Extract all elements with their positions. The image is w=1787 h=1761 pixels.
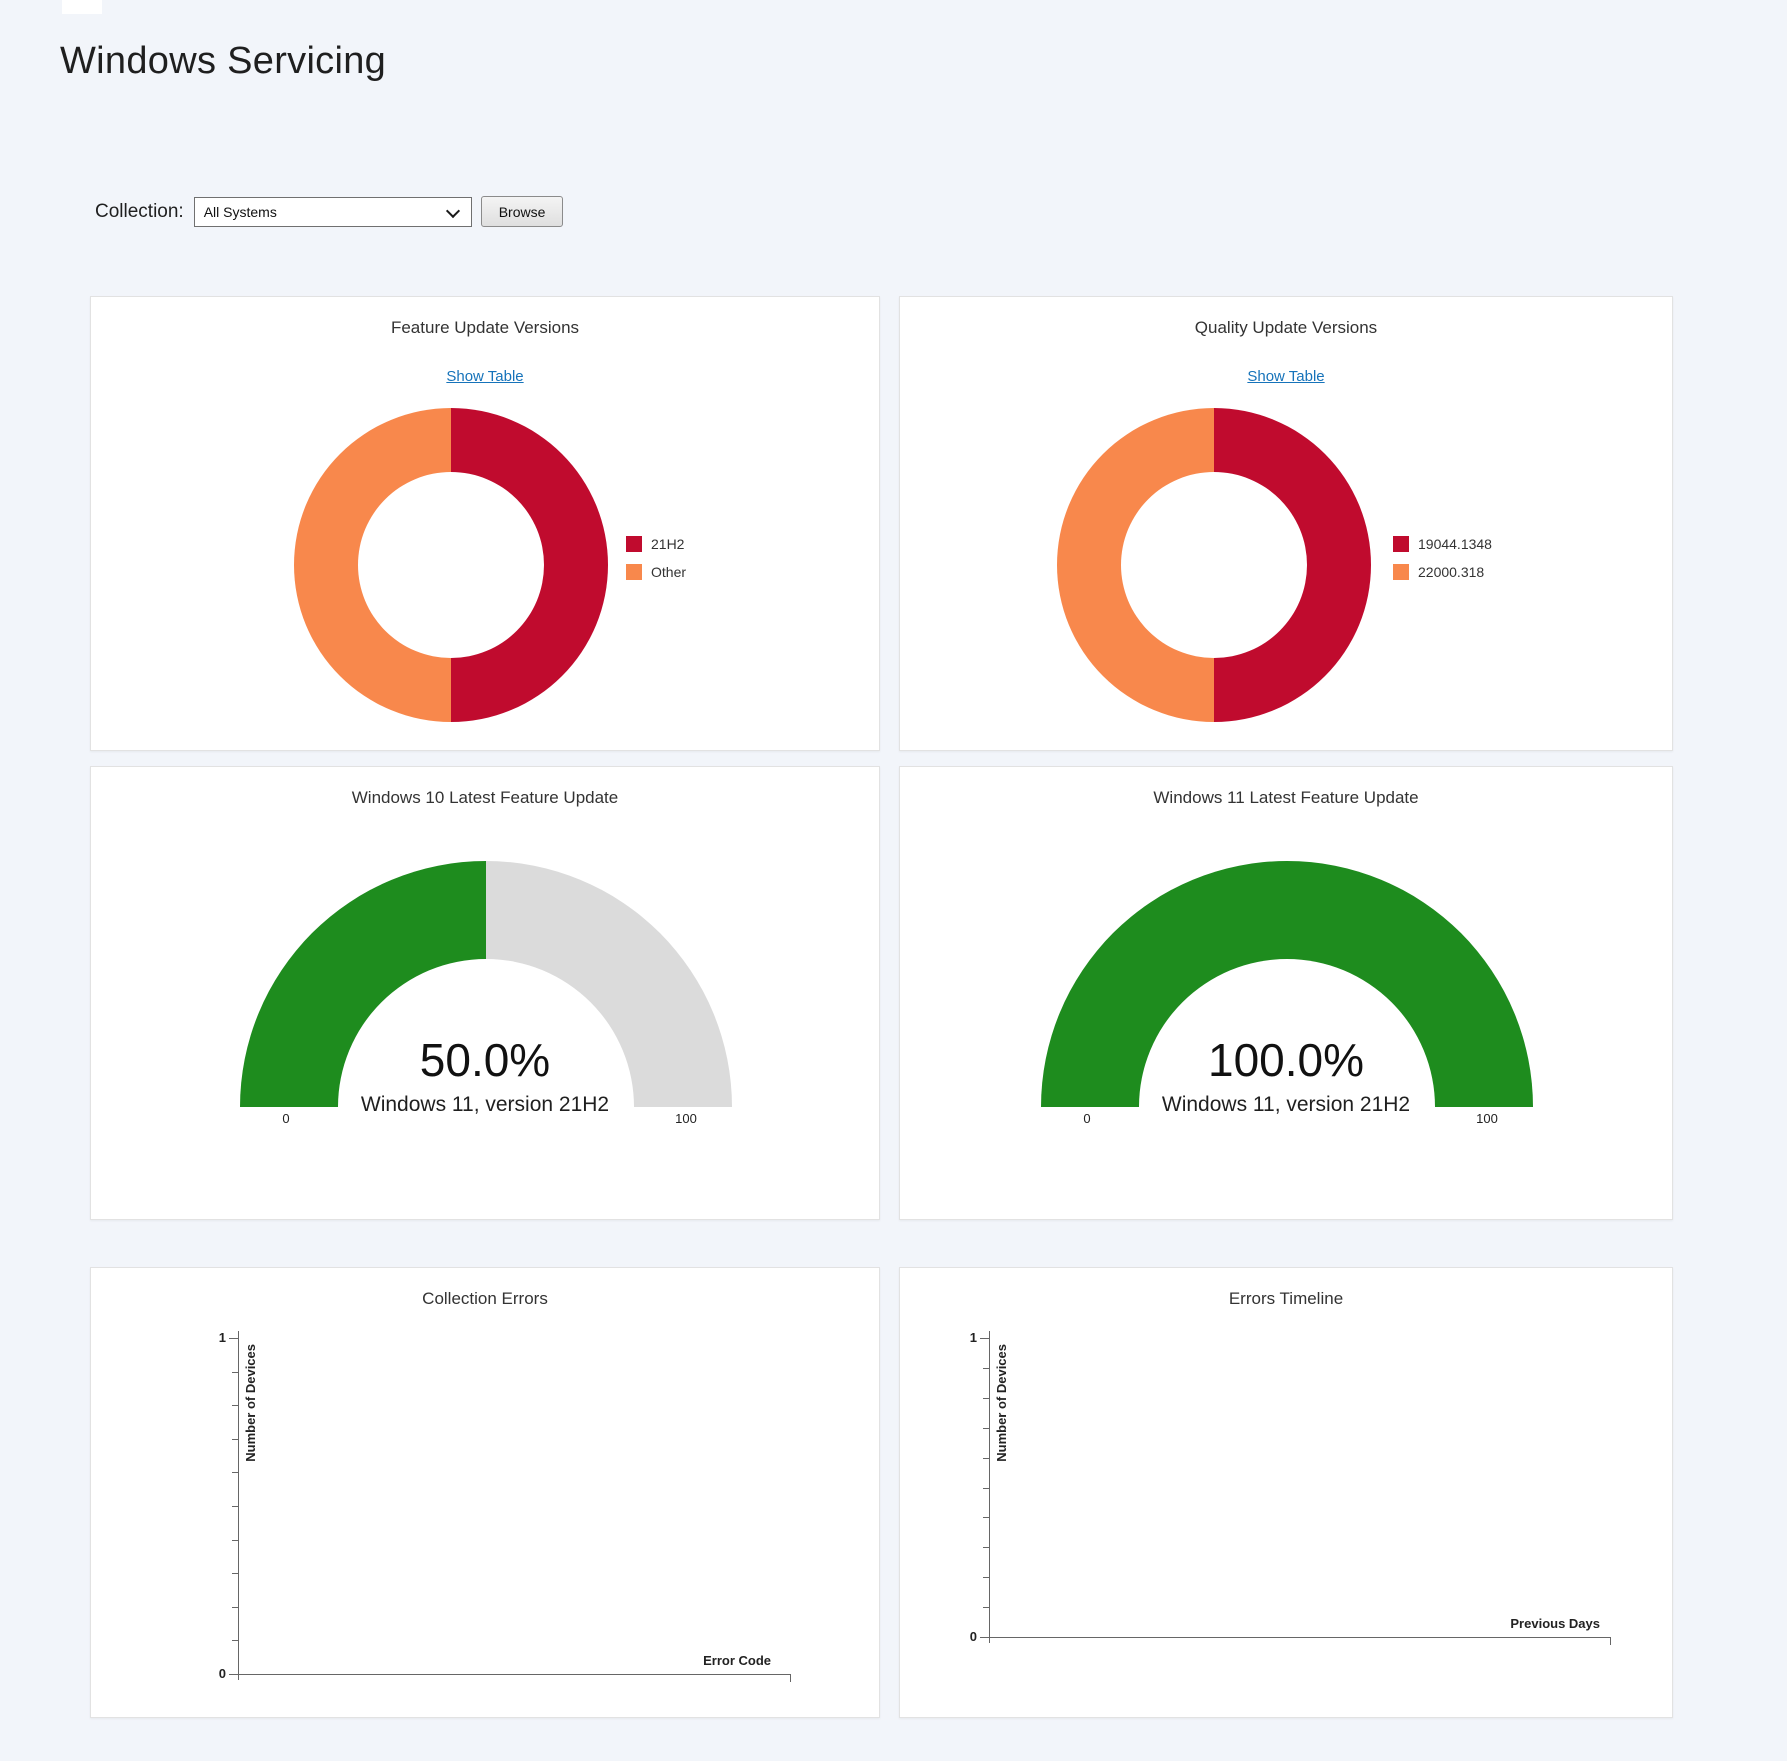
collection-select[interactable]: All Systems — [193, 196, 472, 227]
chart-title: Errors Timeline — [1228, 1289, 1344, 1308]
page-title: Windows Servicing — [60, 40, 387, 82]
donut-hole — [358, 472, 544, 658]
chart-title: Quality Update Versions — [1194, 318, 1378, 337]
axis-tick — [983, 1427, 989, 1429]
gauge-value: 50.0% — [419, 1034, 551, 1086]
legend-item: 22000.318 — [1393, 564, 1492, 580]
gauge-max-label: 100 — [1476, 1111, 1498, 1126]
axis-tick — [980, 1637, 989, 1638]
donut-hole — [1121, 472, 1307, 658]
chart-title: Windows 10 Latest Feature Update — [351, 788, 619, 807]
axis-tick — [232, 1573, 238, 1575]
axis-tick — [229, 1674, 238, 1675]
axis-tick — [983, 1367, 989, 1369]
legend-item: 21H2 — [626, 536, 686, 552]
axis-tick — [232, 1506, 238, 1507]
chart-title: Windows 11 Latest Feature Update — [1153, 788, 1419, 807]
y-axis-line — [989, 1331, 990, 1643]
window-chrome-fragment — [62, 0, 102, 14]
gauge-min-label: 0 — [282, 1111, 290, 1126]
collection-label: Collection: — [95, 200, 184, 222]
gauge-chart-windows10 — [240, 861, 732, 1107]
legend-swatch — [626, 564, 642, 580]
axis-tick — [232, 1606, 238, 1608]
x-axis-line — [989, 1637, 1611, 1638]
chart-title: Collection Errors — [422, 1289, 548, 1308]
axis-tick — [983, 1517, 989, 1519]
show-table-link[interactable]: Show Table — [1247, 368, 1325, 385]
gauge-max-label: 100 — [675, 1111, 697, 1126]
axis-tick — [232, 1371, 238, 1373]
chevron-down-icon — [445, 203, 460, 218]
panel-quality-update-versions: Quality Update Versions Show Table 19044… — [899, 296, 1673, 751]
y-axis-max-label: 1 — [218, 1330, 226, 1345]
legend-label: 22000.318 — [1418, 564, 1485, 580]
panel-feature-update-versions: Feature Update Versions Show Table 21H2 … — [90, 296, 880, 751]
gauge-subtitle: Windows 11, version 21H2 — [360, 1093, 610, 1116]
show-table-link[interactable]: Show Table — [446, 368, 524, 385]
x-axis-title: Previous Days — [1510, 1616, 1600, 1631]
panel-windows10-latest-feature-update: Windows 10 Latest Feature Update 50.0% W… — [90, 766, 880, 1220]
x-axis-end-tick — [1610, 1637, 1611, 1645]
collection-bar: Collection: All Systems Browse — [95, 196, 564, 227]
gauge-value: 100.0% — [1207, 1034, 1364, 1086]
y-axis-max-label: 1 — [969, 1330, 977, 1345]
collection-select-value: All Systems — [203, 203, 277, 220]
chart-legend: 21H2 Other — [626, 536, 686, 580]
axis-tick — [232, 1438, 238, 1440]
chart-legend: 19044.1348 22000.318 — [1393, 536, 1492, 580]
y-axis-title: Number of Devices — [994, 1344, 1009, 1462]
axis-tick — [983, 1487, 989, 1489]
axis-tick — [232, 1405, 238, 1407]
legend-swatch — [1393, 536, 1409, 552]
gauge-subtitle: Windows 11, version 21H2 — [1161, 1093, 1411, 1116]
axis-tick — [983, 1607, 989, 1609]
gauge-chart-windows11 — [1041, 861, 1533, 1107]
axis-tick — [983, 1547, 989, 1549]
legend-item: Other — [626, 564, 686, 580]
panel-errors-timeline: Errors Timeline 1 Number of Devices 0 Pr… — [899, 1267, 1673, 1718]
origin-label: 0 — [969, 1629, 977, 1644]
axis-tick — [232, 1640, 238, 1642]
origin-label: 0 — [218, 1666, 226, 1681]
axis-tick — [232, 1539, 238, 1541]
gauge-min-label: 0 — [1083, 1111, 1091, 1126]
legend-label: Other — [651, 564, 687, 580]
x-axis-end-tick — [790, 1674, 791, 1682]
y-axis-line — [238, 1331, 239, 1680]
x-axis-title: Error Code — [703, 1653, 771, 1668]
axis-tick — [983, 1577, 989, 1579]
panel-windows11-latest-feature-update: Windows 11 Latest Feature Update 100.0% … — [899, 766, 1673, 1220]
axis-tick — [232, 1472, 238, 1474]
legend-label: 21H2 — [651, 536, 685, 552]
donut-chart-feature-update — [294, 408, 608, 722]
chart-title: Feature Update Versions — [390, 318, 580, 337]
y-axis-ticks — [229, 1338, 238, 1675]
donut-chart-quality-update — [1057, 408, 1371, 722]
legend-label: 19044.1348 — [1418, 536, 1492, 552]
legend-swatch — [1393, 564, 1409, 580]
y-axis-ticks — [980, 1338, 989, 1638]
panel-collection-errors: Collection Errors 1 Number of Devices 0 … — [90, 1267, 880, 1718]
axis-tick — [980, 1338, 989, 1339]
browse-button[interactable]: Browse — [480, 196, 564, 227]
axis-tick — [983, 1397, 989, 1399]
legend-item: 19044.1348 — [1393, 536, 1492, 552]
x-axis-line — [238, 1674, 791, 1675]
axis-tick — [983, 1457, 989, 1459]
y-axis-title: Number of Devices — [243, 1344, 258, 1462]
axis-tick — [229, 1338, 238, 1339]
legend-swatch — [626, 536, 642, 552]
